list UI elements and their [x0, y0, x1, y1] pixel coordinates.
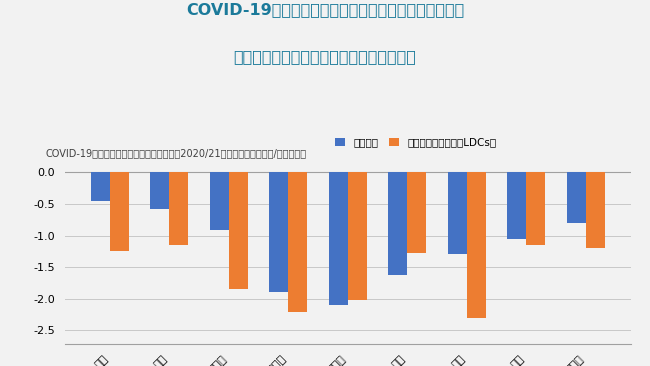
Bar [526, 172, 545, 245]
Bar [169, 172, 188, 245]
Text: COVID-19により、より付加価値の高い食料消費量が減: COVID-19により、より付加価値の高い食料消費量が減 [186, 2, 464, 17]
Bar [467, 172, 486, 318]
Bar [408, 172, 426, 253]
Bar [110, 172, 129, 251]
Bar [348, 172, 367, 300]
Legend: 世界合計, うち低開発途上国（LDCs）: 世界合計, うち低開発途上国（LDCs） [330, 133, 500, 152]
Bar [91, 172, 110, 201]
Bar [288, 172, 307, 313]
Bar [210, 172, 229, 231]
Text: 少する見込み。特に低開発途上国で顕著。: 少する見込み。特に低開発途上国で顕著。 [233, 49, 417, 64]
Bar [567, 172, 586, 223]
Bar [329, 172, 348, 305]
Bar [150, 172, 169, 209]
Bar [269, 172, 288, 292]
Bar [586, 172, 604, 248]
Bar [229, 172, 248, 289]
Bar [388, 172, 408, 274]
Text: COVID-19が世界食料消費量に与える影響（2020/21年度：シナリオ予測/趨勢予測）: COVID-19が世界食料消費量に与える影響（2020/21年度：シナリオ予測/… [46, 148, 307, 158]
Bar [507, 172, 526, 239]
Bar [448, 172, 467, 254]
